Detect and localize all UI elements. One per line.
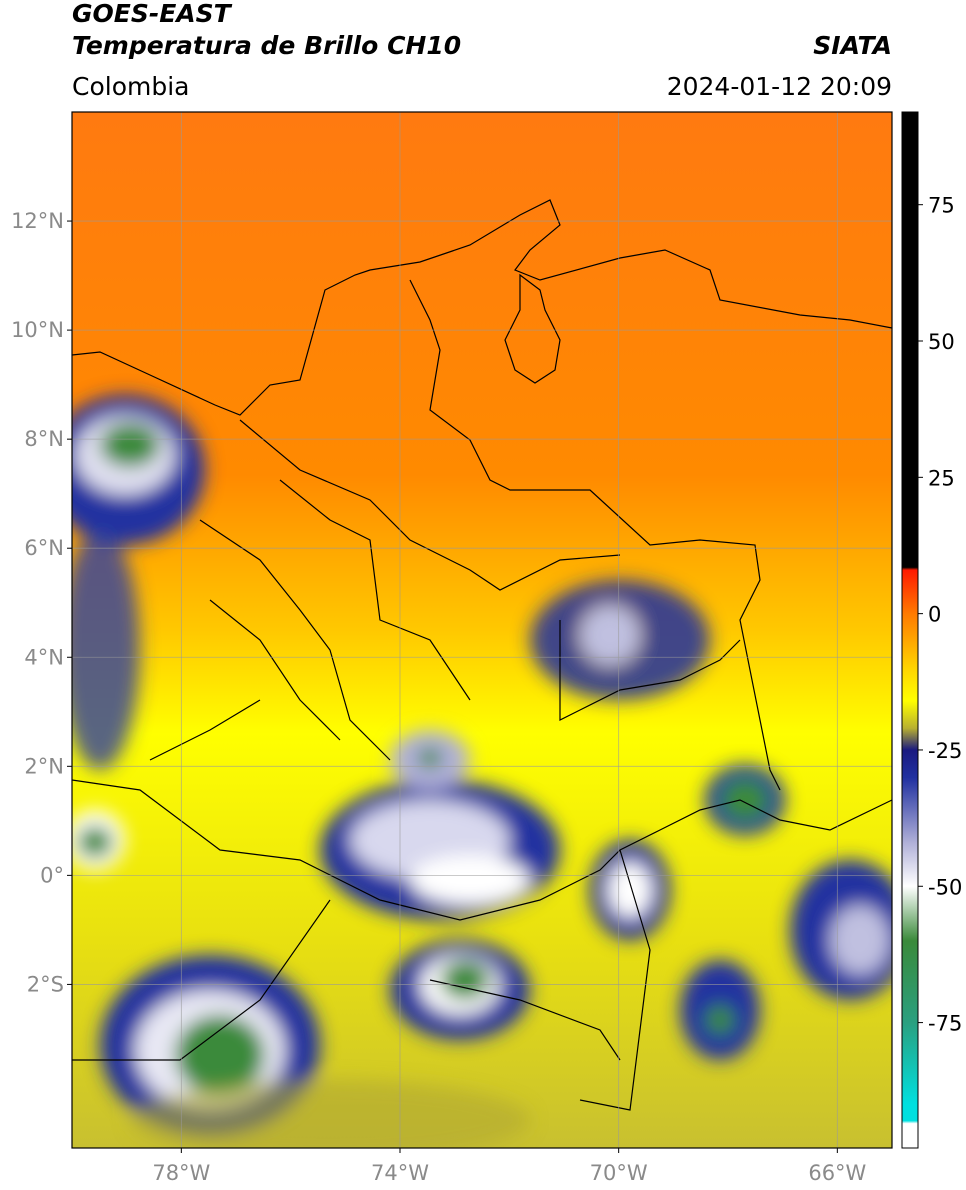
y-tick-label: 10°N — [11, 318, 64, 342]
border — [72, 279, 892, 1111]
y-tick-label: 8°N — [24, 427, 64, 451]
cloud-systems — [72, 395, 892, 1148]
y-tick-label: 6°N — [24, 536, 64, 560]
y-tick-label: 2°S — [27, 972, 64, 996]
colorbar-tick-label: -50 — [928, 875, 962, 899]
x-tick-label: 66°W — [808, 1161, 866, 1185]
map-frame — [71, 111, 893, 1149]
colorbar-tick-label: -75 — [928, 1012, 962, 1036]
y-tick-label: 2°N — [24, 754, 64, 778]
grid — [72, 112, 892, 1148]
datetime: 2024-01-12 20:09 — [667, 72, 892, 101]
title: GOES-EAST — [72, 0, 233, 28]
satellite-image — [72, 112, 892, 1148]
source: SIATA — [813, 31, 892, 60]
x-tick-label: 70°W — [590, 1161, 648, 1185]
y-tick-label: 12°N — [11, 209, 64, 233]
colorbar-tick-label: 25 — [928, 466, 955, 490]
colorbar — [901, 111, 919, 1149]
region: Colombia — [72, 72, 189, 101]
colorbar-tick-label: -25 — [928, 739, 962, 763]
colorbar-tick-label: 0 — [928, 603, 941, 627]
colorbar-tick-label: 75 — [928, 194, 955, 218]
lake-maracaibo — [504, 273, 561, 384]
colorbar-tick-label: 50 — [928, 330, 955, 354]
title: Temperatura de Brillo CH10 — [72, 31, 461, 60]
x-tick-label: 74°W — [371, 1161, 429, 1185]
x-tick-label: 78°W — [152, 1161, 210, 1185]
y-tick-label: 4°N — [24, 645, 64, 669]
coastline — [72, 199, 892, 416]
internal-borders — [149, 419, 621, 761]
y-tick-label: 0° — [40, 863, 64, 887]
